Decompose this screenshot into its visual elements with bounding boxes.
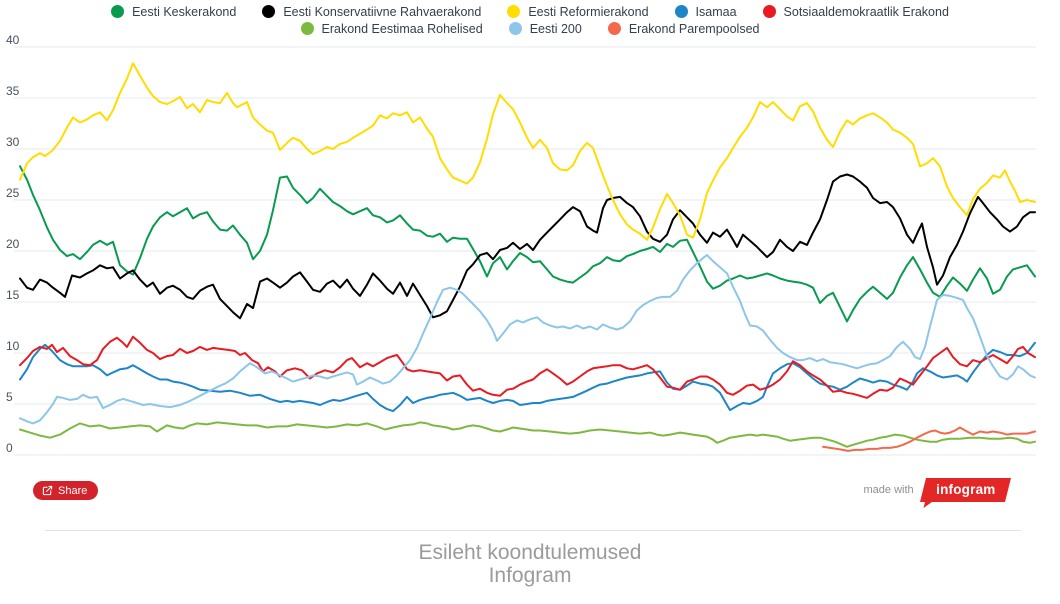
legend-dot-reformierakond: [507, 5, 521, 18]
legend-item-reformierakond[interactable]: Eesti Reformierakond: [507, 3, 649, 20]
legend-dot-eesti200: [508, 22, 522, 35]
y-axis-tick-35: 35: [6, 84, 20, 98]
legend-dot-isamaa: [674, 5, 688, 18]
caption-subtitle: Infogram: [488, 564, 572, 587]
share-icon: [42, 485, 53, 496]
infogram-logo-text: infogram: [935, 482, 996, 497]
series-line-parempoolsed: [822, 426, 1036, 452]
legend-item-ekre[interactable]: Eesti Konservatiivne Rahvaerakond: [262, 3, 481, 20]
series-line-ekre: [19, 173, 1036, 320]
legend-dot-ekre: [262, 5, 276, 18]
divider: [45, 530, 1021, 531]
legend-item-keskerakond[interactable]: Eesti Keskerakond: [111, 3, 236, 20]
legend-label: Eesti 200: [529, 21, 582, 36]
legend-label: Eesti Konservatiivne Rahvaerakond: [283, 4, 482, 19]
caption-title: Esileht koondtulemused: [418, 541, 642, 564]
made-with: made with infogram: [863, 478, 1011, 502]
made-with-text: made with: [863, 484, 914, 496]
legend-label: Eesti Keskerakond: [132, 4, 237, 19]
legend-dot-sde: [762, 5, 776, 18]
series-line-keskerakond: [19, 165, 1036, 323]
y-axis-tick-15: 15: [6, 288, 20, 302]
y-axis-tick-0: 0: [6, 441, 13, 455]
legend-dot-rohelised: [300, 22, 314, 35]
share-button-label: Share: [58, 484, 88, 497]
legend-item-eesti200[interactable]: Eesti 200: [508, 20, 582, 37]
y-axis-tick-30: 30: [6, 135, 20, 149]
share-button[interactable]: Share: [33, 481, 99, 500]
series-line-rohelised: [19, 421, 1036, 448]
series-line-eesti200: [19, 254, 1036, 425]
legend-item-parempoolsed[interactable]: Erakond Parempoolsed: [607, 20, 760, 37]
legend-label: Erakond Parempoolsed: [628, 21, 760, 36]
legend-label: Erakond Eestimaa Rohelised: [321, 21, 483, 36]
infogram-logo[interactable]: infogram: [919, 478, 1011, 502]
legend-dot-parempoolsed: [607, 22, 621, 35]
legend-item-isamaa[interactable]: Isamaa: [674, 3, 737, 20]
series-line-sde: [19, 335, 1036, 399]
legend: Eesti Keskerakond Eesti Konservatiivne Ra…: [10, 3, 1050, 37]
caption: Esileht koondtulemused Infogram: [0, 541, 1060, 587]
y-axis-tick-5: 5: [6, 390, 13, 404]
legend-label: Isamaa: [695, 4, 737, 19]
legend-label: Eesti Reformierakond: [528, 4, 649, 19]
chart-svg: 40 35 30 25 20 15 10 5 0: [6, 33, 1036, 456]
series-line-isamaa: [19, 341, 1036, 413]
legend-dot-keskerakond: [111, 5, 125, 18]
y-axis-tick-25: 25: [6, 186, 20, 200]
y-axis-tick-20: 20: [6, 237, 20, 251]
legend-label: Sotsiaaldemokraatlik Erakond: [783, 4, 949, 19]
series-line-reformierakond: [19, 62, 1036, 241]
legend-item-sde[interactable]: Sotsiaaldemokraatlik Erakond: [762, 3, 949, 20]
legend-item-rohelised[interactable]: Erakond Eestimaa Rohelised: [300, 20, 483, 37]
y-axis-tick-10: 10: [6, 339, 20, 353]
y-axis-tick-40: 40: [6, 33, 20, 47]
